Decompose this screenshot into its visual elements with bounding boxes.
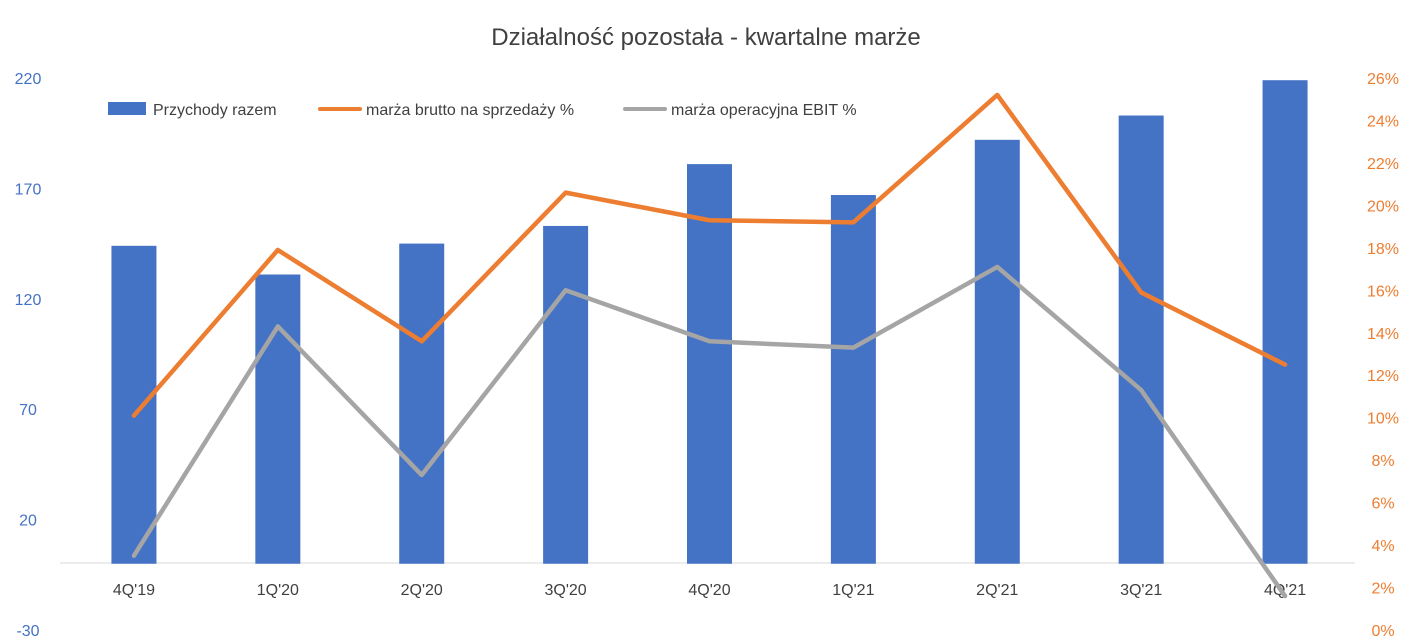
bar	[111, 245, 157, 564]
bar	[255, 274, 301, 564]
bar	[1262, 80, 1308, 564]
x-tick-label: 4Q'19	[113, 582, 155, 599]
y-right-tick-label: 2%	[1371, 581, 1394, 598]
legend: Przychody razem marża brutto na sprzedaż…	[108, 102, 857, 119]
x-tick-label: 4Q'20	[688, 582, 730, 599]
y-left-tick-label: 70	[19, 402, 37, 419]
x-tick-label: 2Q'21	[976, 582, 1018, 599]
axes: -30 20 70 120 170 220 0% 2% 4% 6% 8% 10% 12% 14% 16% 18…	[15, 71, 1399, 640]
bar	[974, 139, 1020, 564]
chart-title: Działalność pozostała - kwartalne marże	[491, 24, 921, 51]
line-point	[275, 247, 280, 252]
line-point	[1139, 388, 1144, 393]
x-tick-label: 3Q'21	[1120, 582, 1162, 599]
line-point	[1283, 594, 1288, 599]
line-point	[275, 324, 280, 329]
bar	[399, 243, 445, 564]
line-point	[131, 413, 136, 418]
legend-label-gross-margin: marża brutto na sprzedaży %	[366, 102, 574, 119]
line-point	[131, 553, 136, 558]
line-point	[419, 339, 424, 344]
y-right-tick-label: 18%	[1367, 241, 1399, 258]
line-point	[851, 220, 856, 225]
legend-label-revenue: Przychody razem	[153, 102, 277, 119]
y-right-tick-label: 16%	[1367, 283, 1399, 300]
bar-series	[111, 80, 1308, 564]
legend-swatch-revenue	[108, 102, 146, 115]
x-tick-label: 4Q'21	[1264, 582, 1306, 599]
bar	[543, 225, 589, 564]
y-right-tick-label: 10%	[1367, 411, 1399, 428]
line-point	[1139, 290, 1144, 295]
line-point	[995, 264, 1000, 269]
y-left-tick-label: -30	[16, 623, 39, 640]
line-point	[995, 92, 1000, 97]
x-tick-label: 1Q'20	[257, 582, 299, 599]
bar	[687, 164, 732, 564]
bar	[1118, 115, 1164, 564]
line-point	[707, 218, 712, 223]
y-right-tick-label: 0%	[1371, 623, 1394, 640]
x-tick-label: 2Q'20	[401, 582, 443, 599]
y-right-tick-label: 24%	[1367, 113, 1399, 130]
y-left-tick-label: 120	[15, 292, 42, 309]
y-right-tick-label: 6%	[1371, 496, 1394, 513]
bar	[830, 195, 876, 564]
line-point	[419, 473, 424, 478]
y-right-tick-label: 12%	[1367, 368, 1399, 385]
line-point	[851, 345, 856, 350]
line-point	[707, 339, 712, 344]
y-left-tick-label: 20	[19, 513, 37, 530]
x-tick-label: 3Q'20	[545, 582, 587, 599]
y-right-tick-label: 14%	[1367, 326, 1399, 343]
line-series	[131, 92, 1288, 599]
legend-label-ebit-margin: marża operacyjna EBIT %	[671, 102, 857, 119]
y-right-tick-label: 8%	[1371, 453, 1394, 470]
x-tick-label: 1Q'21	[832, 582, 874, 599]
y-left-tick-label: 170	[15, 181, 42, 198]
y-right-tick-label: 26%	[1367, 71, 1399, 88]
y-right-tick-label: 20%	[1367, 198, 1399, 215]
y-right-tick-label: 22%	[1367, 156, 1399, 173]
y-right-tick-label: 4%	[1371, 538, 1394, 555]
line-point	[563, 190, 568, 195]
y-left-tick-label: 220	[15, 71, 42, 88]
line-point	[1283, 362, 1288, 367]
line-point	[563, 288, 568, 293]
